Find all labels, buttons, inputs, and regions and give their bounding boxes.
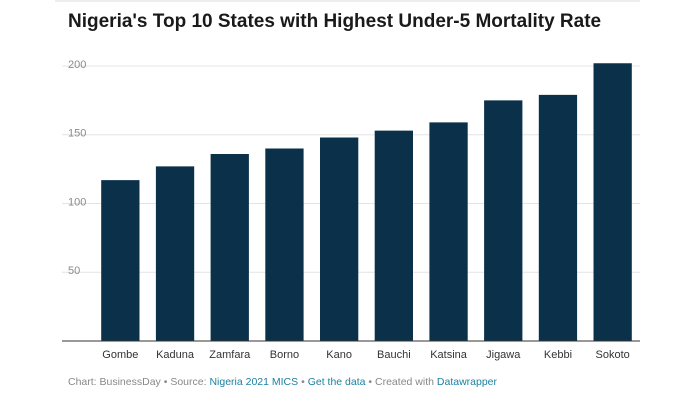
x-tick-label: Jigawa: [486, 349, 521, 361]
x-tick-label: Borno: [270, 349, 299, 361]
bar: [374, 130, 413, 341]
source-label: Source:: [170, 376, 207, 388]
bar: [320, 137, 359, 341]
separator: •: [368, 376, 373, 388]
bar: [484, 100, 523, 341]
separator: •: [163, 376, 168, 388]
y-tick-label: 100: [68, 196, 86, 208]
x-tick-label: Katsina: [430, 349, 468, 361]
get-data-link[interactable]: Get the data: [307, 376, 366, 388]
chart-title: Nigeria's Top 10 States with Highest Und…: [68, 11, 601, 32]
x-tick-label: Gombe: [102, 349, 138, 361]
source-link[interactable]: Nigeria 2021 MICS: [209, 376, 299, 388]
y-tick-label: 200: [68, 59, 86, 71]
x-tick-label: Bauchi: [377, 349, 411, 361]
x-tick-label: Kaduna: [156, 349, 195, 361]
x-tick-label: Zamfara: [209, 349, 251, 361]
x-tick-label: Kebbi: [544, 349, 572, 361]
footer: Chart: BusinessDay • Source: Nigeria 202…: [68, 376, 497, 388]
y-tick-label: 50: [68, 265, 80, 277]
y-tick-label: 150: [68, 128, 86, 140]
bar: [538, 94, 578, 341]
created-label: Created with: [375, 376, 434, 388]
x-tick-label: Kano: [326, 349, 352, 361]
bar: [101, 180, 140, 341]
bar: [429, 122, 468, 341]
credit: Chart: BusinessDay: [68, 376, 161, 388]
bar: [265, 148, 304, 341]
separator: •: [301, 376, 305, 388]
x-tick-label: Sokoto: [596, 349, 630, 361]
datawrapper-link[interactable]: Datawrapper: [436, 376, 498, 388]
bar: [155, 166, 195, 341]
bar: [593, 63, 632, 341]
bar: [210, 154, 249, 341]
